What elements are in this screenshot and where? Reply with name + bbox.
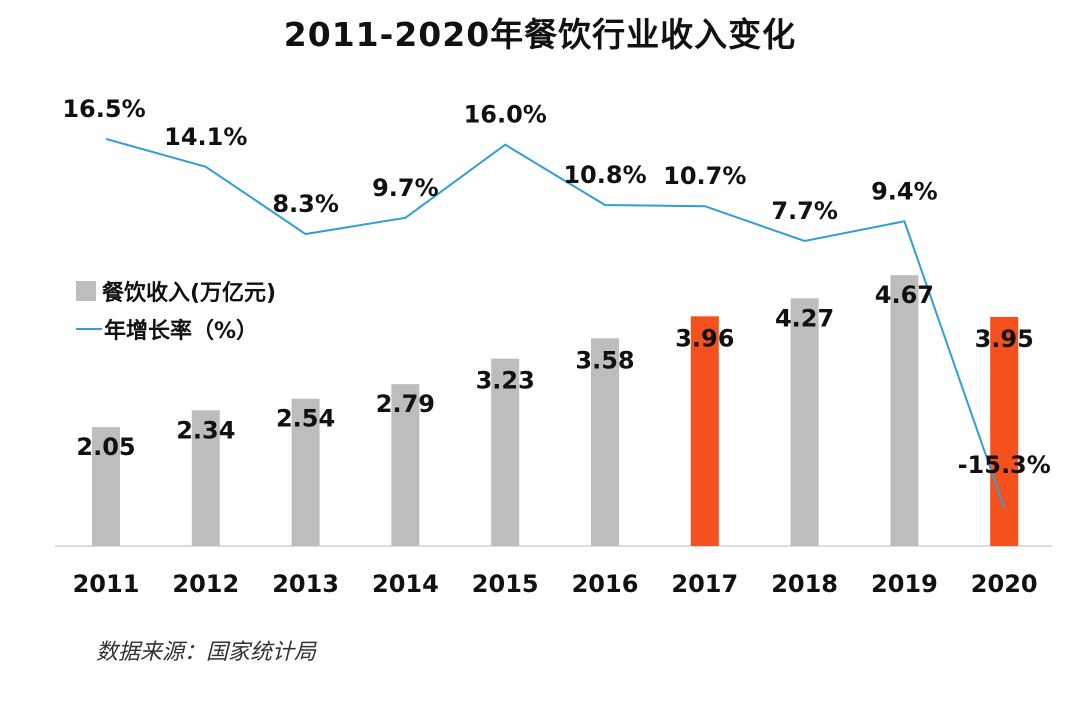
legend-item-bar: 餐饮收入(万亿元)	[76, 272, 276, 310]
growth-rate-line	[105, 137, 1006, 509]
x-tick-label-2017: 2017	[671, 570, 738, 598]
data-source-note: 数据来源：国家统计局	[96, 640, 317, 665]
bar-2015	[491, 358, 520, 546]
bar-value-label-2017: 3.96	[675, 324, 734, 352]
bar-2014	[391, 384, 420, 546]
x-tick-label-2013: 2013	[272, 570, 339, 598]
legend-bar-label: 餐饮收入(万亿元)	[102, 281, 277, 306]
bar-value-label-2019: 4.67	[875, 281, 934, 309]
growth-label-2014: 9.7%	[372, 174, 439, 202]
bar-value-label-2018: 4.27	[775, 304, 834, 332]
x-tick-label-2018: 2018	[771, 570, 838, 598]
bar-value-label-2011: 2.05	[76, 433, 135, 461]
growth-label-2018: 7.7%	[771, 197, 838, 225]
legend-line-label: 年增长率（%）	[104, 319, 259, 344]
x-tick-label-2020: 2020	[971, 570, 1038, 598]
x-tick-label-2012: 2012	[172, 570, 239, 598]
bar-value-label-2015: 3.23	[476, 367, 535, 395]
growth-label-2020: -15.3%	[958, 451, 1051, 479]
legend-bar-swatch	[76, 281, 96, 301]
bar-value-label-2016: 3.58	[575, 346, 634, 374]
bar-value-label-2012: 2.34	[176, 416, 235, 444]
growth-label-2013: 8.3%	[272, 190, 339, 218]
bar-2019	[890, 275, 919, 546]
growth-label-2016: 10.8%	[563, 161, 646, 189]
growth-label-2011: 16.5%	[62, 95, 145, 123]
bar-value-label-2014: 2.79	[376, 390, 435, 418]
bar-value-label-2020: 3.95	[975, 325, 1034, 353]
x-tick-label-2014: 2014	[372, 570, 439, 598]
growth-label-2017: 10.7%	[663, 162, 746, 190]
bar-2017	[690, 316, 719, 546]
bar-2011	[92, 427, 120, 546]
bar-value-label-2013: 2.54	[276, 405, 335, 433]
chart-legend: 餐饮收入(万亿元) 年增长率（%）	[76, 272, 276, 348]
legend-item-line: 年增长率（%）	[76, 310, 276, 348]
x-tick-label-2016: 2016	[572, 570, 639, 598]
bar-2018	[790, 298, 819, 546]
bar-2012	[191, 410, 220, 546]
bar-2016	[591, 338, 619, 546]
x-tick-label-2019: 2019	[871, 570, 938, 598]
chart-title: 2011-2020年餐饮行业收入变化	[283, 15, 797, 54]
bar-2013	[291, 398, 320, 546]
legend-line-swatch	[76, 328, 102, 330]
growth-label-2019: 9.4%	[871, 177, 938, 205]
growth-label-2015: 16.0%	[464, 101, 547, 129]
bar-2020	[990, 316, 1019, 546]
x-tick-label-2015: 2015	[472, 570, 539, 598]
growth-label-2012: 14.1%	[164, 123, 247, 151]
x-tick-label-2011: 2011	[73, 570, 140, 598]
